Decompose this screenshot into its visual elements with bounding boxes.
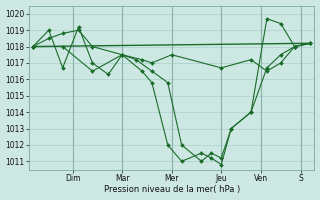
X-axis label: Pression niveau de la mer( hPa ): Pression niveau de la mer( hPa ) bbox=[104, 185, 240, 194]
